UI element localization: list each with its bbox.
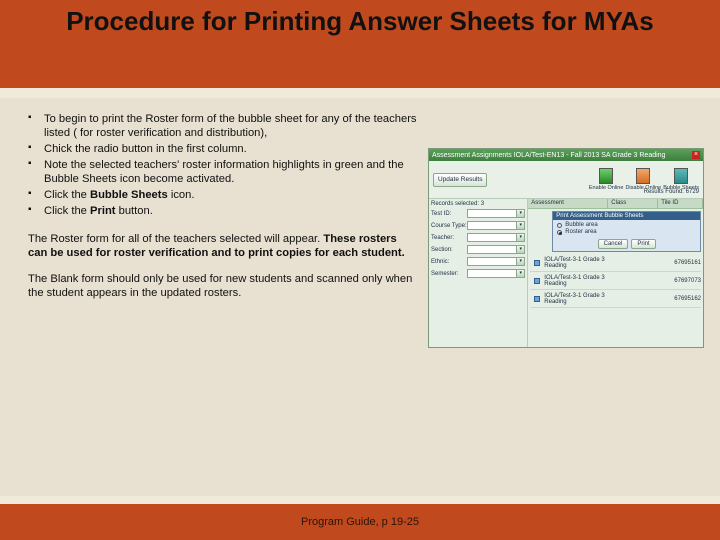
print-dialog: Print Assessment Bubble Sheets Bubble ar… [552, 211, 701, 252]
icon-set: Enable Online Disable Online Bubble Shee… [589, 168, 699, 191]
table-row[interactable]: IOLA/Test-3-1 Grade 3 Reading67695161 [530, 254, 701, 272]
cancel-button[interactable]: Cancel [598, 239, 629, 249]
bullet-item: Chick the radio button in the first colu… [28, 142, 418, 156]
teacher-field[interactable]: ▾ [467, 233, 525, 242]
print-dialog-title: Print Assessment Bubble Sheets [553, 212, 700, 220]
option-roster-area[interactable]: Roster area [557, 229, 696, 235]
ethnic-field[interactable]: ▾ [467, 257, 525, 266]
filter-panel: Records selected: 3 Test ID:▾ Course Typ… [429, 199, 528, 347]
grid-panel: Assessment Class Tile ID Print Assessmen… [528, 199, 703, 347]
paragraph-roster: The Roster form for all of the teachers … [28, 232, 418, 260]
row-select-icon[interactable] [534, 278, 540, 284]
test-id-field[interactable]: ▾ [467, 209, 525, 218]
update-results-button[interactable]: Update Results [433, 173, 487, 187]
footer-stripe: Program Guide, p 19-25 [0, 504, 720, 540]
row-select-icon[interactable] [534, 260, 540, 266]
embedded-screenshot: Assessment Assignments IOLA/Test-EN13 - … [428, 148, 704, 348]
content-body: To begin to print the Roster form of the… [28, 112, 418, 312]
bullet-list: To begin to print the Roster form of the… [28, 112, 418, 218]
bubble-sheets-icon[interactable]: Bubble Sheets [663, 168, 699, 191]
results-found-label: Results Found: 6729 [644, 189, 699, 195]
enable-online-icon[interactable]: Enable Online [589, 168, 624, 191]
bullet-item: Click the Bubble Sheets icon. [28, 188, 418, 202]
semester-field[interactable]: ▾ [467, 269, 525, 278]
records-selected-label: Records selected: 3 [431, 201, 525, 207]
table-row[interactable]: IOLA/Test-3-1 Grade 3 Reading67695162 [530, 290, 701, 308]
section-field[interactable]: ▾ [467, 245, 525, 254]
footer-text: Program Guide, p 19-25 [301, 516, 419, 528]
page-title: Procedure for Printing Answer Sheets for… [30, 6, 690, 37]
row-select-icon[interactable] [534, 296, 540, 302]
course-type-field[interactable]: ▾ [467, 221, 525, 230]
bullet-item: To begin to print the Roster form of the… [28, 112, 418, 140]
bullet-item: Click the Print button. [28, 204, 418, 218]
print-button[interactable]: Print [631, 239, 655, 249]
grid-header: Assessment Class Tile ID [528, 199, 703, 209]
close-icon[interactable]: × [692, 151, 700, 159]
window-titlebar: Assessment Assignments IOLA/Test-EN13 - … [429, 149, 703, 161]
window-title: Assessment Assignments IOLA/Test-EN13 - … [432, 152, 665, 159]
slide: Procedure for Printing Answer Sheets for… [0, 0, 720, 540]
disable-online-icon[interactable]: Disable Online [625, 168, 661, 191]
grid-rows: IOLA/Test-3-1 Grade 3 Reading67695161 IO… [530, 254, 701, 308]
paragraph-blank: The Blank form should only be used for n… [28, 272, 418, 300]
table-row[interactable]: IOLA/Test-3-1 Grade 3 Reading67697073 [530, 272, 701, 290]
bullet-item: Note the selected teachers' roster infor… [28, 158, 418, 186]
option-bubble-area[interactable]: Bubble area [557, 222, 696, 228]
